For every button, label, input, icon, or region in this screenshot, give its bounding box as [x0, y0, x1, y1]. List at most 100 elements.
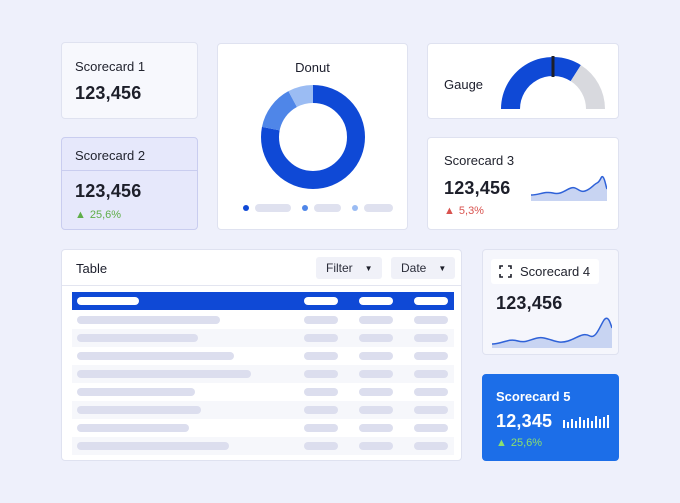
table-cell	[414, 316, 448, 324]
gauge-track	[570, 65, 605, 109]
table-row[interactable]	[72, 437, 454, 455]
scorecard-5[interactable]: Scorecard 5 12,345 ▲ 25,6%	[482, 374, 619, 461]
scorecard-2-title: Scorecard 2	[75, 148, 146, 163]
scorecard-3-delta: ▲ 5,3%	[444, 205, 484, 217]
date-label: Date	[401, 261, 427, 275]
scorecard-5-title: Scorecard 5	[496, 389, 571, 404]
table-cell	[359, 388, 393, 396]
table-cell	[414, 424, 448, 432]
table-row[interactable]	[72, 311, 454, 329]
table-cell	[304, 406, 338, 414]
table-cell	[77, 352, 234, 360]
arrow-up-icon: ▲	[444, 205, 455, 217]
table-cell	[359, 352, 393, 360]
table-cell	[359, 370, 393, 378]
scorecard-4-title: Scorecard 4	[520, 264, 591, 279]
header-cell	[414, 297, 448, 305]
table-cell	[414, 442, 448, 450]
table-cell	[359, 424, 393, 432]
scorecard-2-delta: ▲ 25,6%	[75, 209, 121, 221]
table-row[interactable]	[72, 329, 454, 347]
table-title: Table	[76, 261, 108, 276]
scorecard-1-value: 123,456	[75, 83, 142, 103]
scorecard-3-value: 123,456	[444, 178, 511, 198]
table-cell	[359, 442, 393, 450]
legend-label-1	[255, 204, 291, 212]
table-row[interactable]	[72, 347, 454, 365]
legend-dot-2	[302, 205, 308, 211]
arrow-up-icon: ▲	[75, 209, 86, 221]
donut-title: Donut	[295, 60, 330, 75]
scorecard-5-value: 12,345	[496, 411, 553, 431]
gauge-marker	[551, 56, 555, 77]
table-cell	[304, 424, 338, 432]
donut-chart	[261, 85, 365, 189]
table-cell	[359, 334, 393, 342]
expand-icon[interactable]	[499, 265, 512, 278]
table-cell	[414, 406, 448, 414]
donut-segment-3[interactable]	[261, 85, 365, 189]
table-cell	[77, 370, 251, 378]
scorecard-3-sparkline	[531, 175, 607, 201]
arrow-up-icon: ▲	[496, 437, 507, 449]
table-cell	[77, 334, 198, 342]
table-cell	[77, 424, 189, 432]
table-row[interactable]	[72, 419, 454, 437]
gauge-title: Gauge	[444, 77, 484, 92]
table-divider	[62, 285, 461, 286]
date-dropdown[interactable]: Date ▼	[391, 257, 455, 279]
scorecard-4-sparkline	[492, 317, 612, 348]
scorecard-2[interactable]: Scorecard 2 123,456 ▲ 25,6%	[61, 137, 198, 230]
scorecard-1[interactable]: Scorecard 1 123,456	[61, 42, 198, 119]
table-cell	[414, 388, 448, 396]
scorecard-3-title: Scorecard 3	[444, 153, 515, 168]
scorecard-5-delta-value: 25,6%	[510, 437, 543, 449]
header-cell	[304, 297, 338, 305]
table-cell	[77, 388, 195, 396]
filter-label: Filter	[326, 261, 353, 275]
scorecard-4-header[interactable]: Scorecard 4	[491, 259, 599, 284]
legend-label-2	[314, 204, 341, 212]
table-cell	[304, 352, 338, 360]
scorecard-4-value: 123,456	[496, 293, 563, 313]
table-cell	[77, 316, 220, 324]
scorecard-4[interactable]: Scorecard 4 123,456	[482, 249, 619, 355]
header-cell	[359, 297, 393, 305]
scorecard-5-bar-sparkline	[563, 415, 609, 428]
gauge-chart	[501, 56, 605, 109]
gauge-fill	[501, 57, 581, 109]
scorecard-2-value: 123,456	[75, 181, 142, 201]
table-cell	[304, 316, 338, 324]
table-cell	[77, 442, 229, 450]
scorecard-2-header: Scorecard 2	[62, 138, 197, 171]
table-cell	[359, 406, 393, 414]
donut-card[interactable]: Donut	[217, 43, 408, 230]
legend-dot-3	[352, 205, 358, 211]
table-cell	[359, 316, 393, 324]
donut-legend	[243, 204, 404, 212]
scorecard-2-delta-value: 25,6%	[89, 209, 122, 221]
caret-down-icon: ▼	[438, 263, 447, 273]
table-cell	[414, 370, 448, 378]
table-cell	[414, 352, 448, 360]
table-row[interactable]	[72, 401, 454, 419]
table-row[interactable]	[72, 383, 454, 401]
table-card[interactable]: Table Filter ▼ Date ▼	[61, 249, 462, 461]
table-cell	[304, 370, 338, 378]
table-cell	[304, 442, 338, 450]
legend-label-3	[364, 204, 393, 212]
table-header-row[interactable]	[72, 292, 454, 310]
scorecard-1-title: Scorecard 1	[75, 59, 146, 74]
caret-down-icon: ▼	[364, 263, 373, 273]
table-row[interactable]	[72, 365, 454, 383]
table-cell	[414, 334, 448, 342]
header-cell	[77, 297, 139, 305]
scorecard-3-delta-value: 5,3%	[458, 205, 484, 217]
table-cell	[304, 388, 338, 396]
table-cell	[304, 334, 338, 342]
gauge-card[interactable]: Gauge	[427, 43, 619, 119]
table-cell	[77, 406, 201, 414]
scorecard-5-delta: ▲ 25,6%	[496, 437, 542, 449]
scorecard-3[interactable]: Scorecard 3 123,456 ▲ 5,3%	[427, 137, 619, 230]
filter-dropdown[interactable]: Filter ▼	[316, 257, 382, 279]
